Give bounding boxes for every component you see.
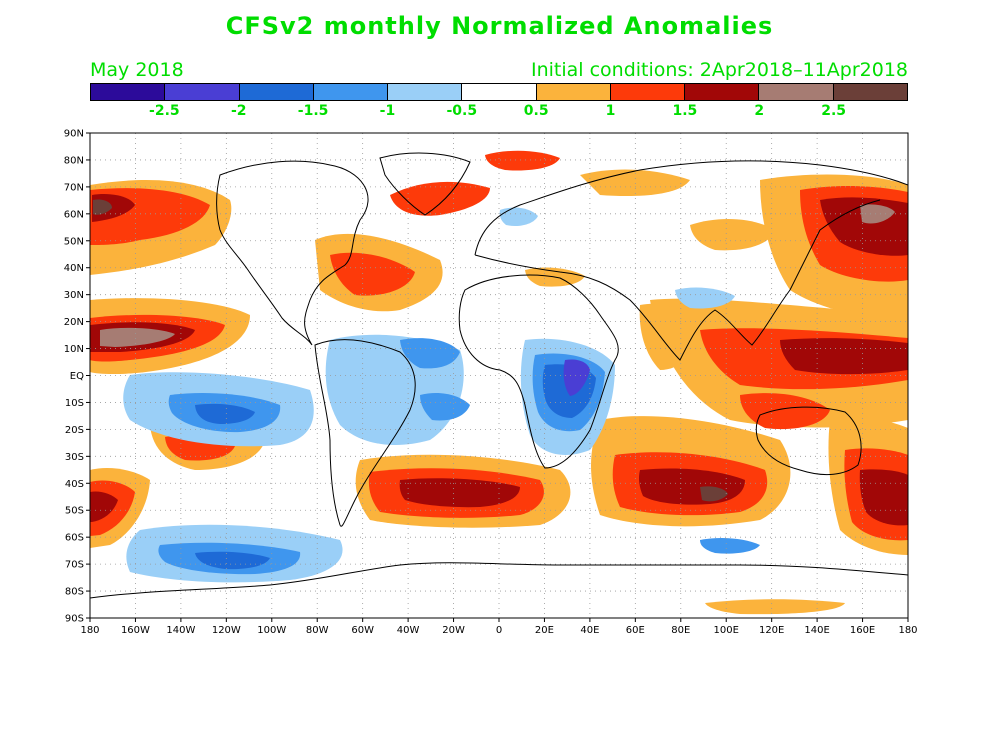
longitude-label: 40W xyxy=(397,625,420,636)
colorbar-label: -1 xyxy=(379,103,396,119)
forecast-month: May 2018 xyxy=(90,59,184,81)
longitude-label: 0 xyxy=(496,625,502,636)
coastline-north-america xyxy=(216,160,369,346)
initial-conditions: Initial conditions: 2Apr2018–11Apr2018 xyxy=(530,59,908,81)
coastline-south-america xyxy=(314,339,416,527)
longitude-label: 160E xyxy=(850,625,875,636)
latitude-label: 40N xyxy=(64,263,84,274)
longitude-label: 180 xyxy=(80,625,99,636)
latitude-label: 20S xyxy=(65,425,84,436)
latitude-label: 30N xyxy=(64,290,84,301)
longitude-label: 100W xyxy=(257,625,286,636)
longitude-label: 60W xyxy=(351,625,374,636)
colorbar-label: 1.5 xyxy=(672,103,698,119)
latitude-label: 50S xyxy=(65,506,84,517)
colorbar-swatch xyxy=(388,84,463,100)
anomaly-east-asia-negative xyxy=(675,287,735,309)
coastline-antarctica xyxy=(90,562,908,599)
anomaly-shading xyxy=(90,150,908,615)
anomaly-south-atlantic-negative-core xyxy=(420,393,470,421)
anomaly-western-pacific-strong xyxy=(780,338,908,375)
latitude-label: 70S xyxy=(65,560,84,571)
latitude-label: 70N xyxy=(64,182,84,193)
longitude-label: 120E xyxy=(759,625,784,636)
anomaly-north-atlantic-core xyxy=(330,252,415,296)
anomaly-barents-sea xyxy=(485,150,560,171)
colorbar-label: 2.5 xyxy=(821,103,847,119)
anomaly-northwest-pacific-max xyxy=(860,204,895,224)
colorbar-label: -0.5 xyxy=(446,103,478,119)
longitude-label: 20W xyxy=(442,625,465,636)
longitude-label: 140E xyxy=(804,625,829,636)
map-title: CFSv2 monthly Normalized Anomalies xyxy=(225,12,774,40)
colorbar-swatch xyxy=(313,84,389,100)
anomaly-southern-ocean-indian-negative xyxy=(700,537,760,554)
latitude-label: 80S xyxy=(65,587,84,598)
coastline-africa xyxy=(458,274,619,469)
latitude-label: 10N xyxy=(64,344,84,355)
coastline-greenland xyxy=(379,152,471,216)
colorbar-label: -2.5 xyxy=(149,103,180,119)
anomaly-maritime-continent xyxy=(740,393,830,430)
longitude-label: 80E xyxy=(671,625,690,636)
latitude-label: 50N xyxy=(64,236,84,247)
coastlines xyxy=(90,152,908,599)
colorbar-swatch xyxy=(685,84,760,100)
anomaly-antarctic-east xyxy=(705,599,845,615)
longitude-label: 100E xyxy=(714,625,739,636)
colorbar-label: -2 xyxy=(230,103,247,119)
latitude-label: 80N xyxy=(64,155,84,166)
anomaly-arctic-siberia xyxy=(580,169,690,197)
latitude-label: 40S xyxy=(65,479,84,490)
colorbar-swatch xyxy=(610,84,686,100)
latitude-labels: 90N 80N 70N 60N 50N 40N 30N 20N 10N EQ 10S 20S 30S 40… xyxy=(64,129,90,625)
anomaly-south-indian-max xyxy=(700,486,728,502)
anomaly-south-america-negative-core xyxy=(400,338,460,369)
longitude-label: 40E xyxy=(580,625,599,636)
coastline-australia xyxy=(755,406,862,476)
longitude-label: 160W xyxy=(121,625,150,636)
colorbar xyxy=(90,83,908,101)
latitude-label: 60N xyxy=(64,209,84,220)
anomaly-southeast-pacific-negative-strong xyxy=(195,403,255,424)
anomaly-north-pacific-max xyxy=(93,199,112,215)
anomaly-southern-ocean-pacific-negative-strong xyxy=(195,551,270,570)
longitude-labels: 180 160W 140W 120W 100W 80W 60W 40W 20W 0 20E 40E 60… xyxy=(80,618,918,636)
colorbar-swatch xyxy=(462,84,537,100)
colorbar-swatch xyxy=(759,84,834,100)
latitude-label: 90N xyxy=(64,129,84,140)
colorbar-swatch xyxy=(833,84,907,100)
colorbar-swatch xyxy=(239,84,314,100)
longitude-label: 80W xyxy=(306,625,329,636)
lat-lon-grid xyxy=(90,133,908,618)
anomaly-tropical-east-pacific-max xyxy=(100,327,175,347)
longitude-label: 20E xyxy=(535,625,554,636)
latitude-label: 20N xyxy=(64,317,84,328)
anomaly-scandinavia-negative xyxy=(499,207,538,226)
anomaly-africa-negative-max xyxy=(563,359,590,396)
latitude-label: 30S xyxy=(65,452,84,463)
anomaly-east-asia xyxy=(690,218,775,251)
colorbar-label: 1 xyxy=(605,103,616,119)
anomaly-south-pacific-east-strong xyxy=(90,491,118,522)
longitude-label: 140W xyxy=(166,625,195,636)
latitude-label: 90S xyxy=(65,614,84,625)
colorbar-swatch xyxy=(91,84,166,100)
latitude-label: 60S xyxy=(65,533,84,544)
colorbar-label: 2 xyxy=(754,103,765,119)
anomaly-south-atlantic-strong xyxy=(399,478,520,508)
colorbar-label: -1.5 xyxy=(297,103,329,119)
coastline-eurasia xyxy=(474,160,908,361)
longitude-label: 120W xyxy=(212,625,241,636)
latitude-label: EQ xyxy=(70,371,84,382)
longitude-label: 180 xyxy=(898,625,917,636)
longitude-label: 60E xyxy=(626,625,645,636)
colorbar-swatch xyxy=(165,84,240,100)
latitude-label: 10S xyxy=(65,398,84,409)
colorbar-swatch xyxy=(536,84,611,100)
colorbar-label: 0.5 xyxy=(523,103,549,119)
colorbar-labels: -2.5 -2 -1.5 -1 -0.5 0.5 1 1.5 2 2.5 xyxy=(90,103,908,123)
anomaly-indian-ocean-north xyxy=(639,303,700,370)
